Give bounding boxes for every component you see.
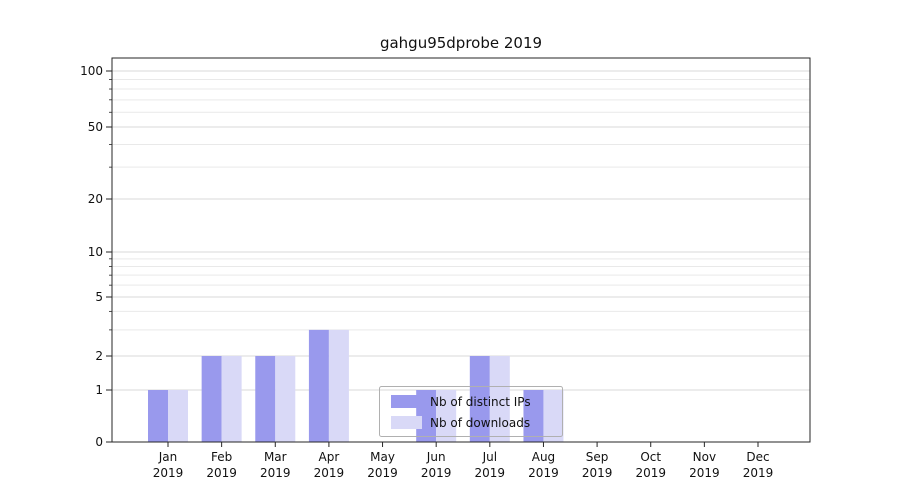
bar-downloads [328,329,349,442]
bar-downloads [436,390,457,442]
x-tick-label-month: Jul [482,450,497,464]
bar-distinct-ips [469,356,490,442]
x-tick-label-month: Mar [264,450,287,464]
plot-box [111,57,811,443]
y-tick-label: 10 [88,245,103,259]
x-tick-label-month: Oct [640,450,661,464]
y-tick-label: 0 [95,435,103,449]
bar-downloads [221,356,242,442]
bar-distinct-ips [148,390,168,442]
x-tick-label-month: Jan [158,450,178,464]
legend-box [379,386,563,437]
bar-downloads [543,390,564,442]
bar-distinct-ips [523,390,544,442]
bar-distinct-ips [308,329,329,442]
bar-downloads [275,356,296,442]
legend-label-downloads: Nb of downloads [430,416,530,430]
x-tick-label-month: Jun [426,450,446,464]
bar-downloads [168,390,188,442]
y-tick-label: 50 [88,120,103,134]
x-tick-label-year: 2019 [153,466,184,480]
bar-downloads [489,356,510,442]
x-tick-label-month: Aug [532,450,555,464]
legend-label-distinct-ips: Nb of distinct IPs [430,395,531,409]
y-tick-label: 100 [80,64,103,78]
bar-distinct-ips [255,356,276,442]
x-tick-label-year: 2019 [743,466,774,480]
y-tick-label: 20 [88,192,103,206]
x-tick-label-month: Dec [746,450,769,464]
x-tick-label-month: May [370,450,395,464]
y-tick-label: 5 [95,290,103,304]
x-tick-label-year: 2019 [260,466,291,480]
x-tick-label-year: 2019 [475,466,506,480]
y-tick-label: 2 [95,349,103,363]
x-tick-label-year: 2019 [528,466,559,480]
x-tick-label-year: 2019 [689,466,720,480]
legend-swatch-distinct-ips [391,395,422,408]
y-tick-label: 1 [95,383,103,397]
x-tick-label-year: 2019 [367,466,398,480]
x-tick-label-month: Sep [586,450,609,464]
x-tick-label-month: Apr [319,450,340,464]
legend-swatch-downloads [391,416,422,429]
x-tick-label-month: Nov [693,450,716,464]
x-tick-label-year: 2019 [206,466,237,480]
chart-title: gahgu95dprobe 2019 [379,34,543,52]
x-tick-label-year: 2019 [582,466,613,480]
x-tick-label-year: 2019 [314,466,345,480]
x-tick-label-year: 2019 [421,466,452,480]
x-tick-label-year: 2019 [635,466,666,480]
bar-distinct-ips [201,356,222,442]
x-tick-label-month: Feb [211,450,232,464]
